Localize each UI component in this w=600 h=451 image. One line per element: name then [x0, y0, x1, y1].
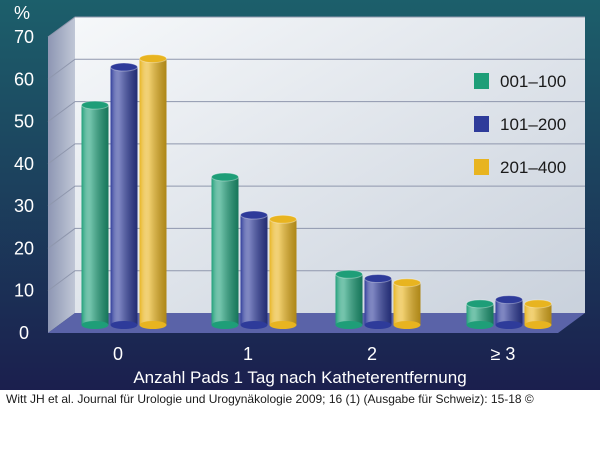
legend-swatch: [474, 73, 489, 89]
bar: [495, 295, 523, 329]
y-axis-label: %: [14, 3, 30, 23]
chart-panel: 0 10 20 30 40 50 60 70 % 0 1 2 ≥ 3 Anzahl Pads 1 T…: [0, 0, 600, 390]
grid-line: [47, 227, 585, 249]
x-tick-label: 2: [367, 344, 377, 364]
y-tick-label: 20: [14, 238, 34, 258]
grid-lines: [47, 16, 585, 292]
y-tick-label: 30: [14, 196, 34, 216]
y-tick-label: 60: [14, 69, 34, 89]
grid-line: [47, 143, 585, 165]
y-tick-label: 0: [19, 323, 29, 343]
bar: [139, 54, 167, 329]
legend: 001–100 101–200 201–400: [474, 72, 566, 177]
x-tick-label: 1: [243, 344, 253, 364]
grid-line: [47, 101, 585, 122]
plot-side-wall: [48, 17, 75, 333]
bars: [81, 54, 552, 329]
plot-floor: [48, 313, 585, 333]
y-tick-label: 50: [14, 112, 34, 132]
x-tick-label: 0: [113, 344, 123, 364]
grid-line: [47, 270, 585, 292]
bar: [240, 210, 268, 329]
legend-label: 201–400: [500, 158, 566, 177]
grid-line: [47, 58, 585, 80]
legend-label: 101–200: [500, 115, 566, 134]
y-tick-label: 10: [14, 281, 34, 301]
bar: [393, 278, 421, 329]
grid-line: [47, 16, 585, 38]
bar: [211, 172, 239, 329]
bar: [364, 273, 392, 329]
bar: [335, 269, 363, 329]
bar: [81, 100, 109, 329]
x-axis-title: Anzahl Pads 1 Tag nach Katheterentfernun…: [133, 368, 466, 387]
y-tick-label: 40: [14, 154, 34, 174]
legend-label: 001–100: [500, 72, 566, 91]
grid-line: [47, 185, 585, 207]
x-tick-label: ≥ 3: [491, 344, 516, 364]
y-tick-label: 70: [14, 27, 34, 47]
source-credit: Witt JH et al. Journal für Urologie und …: [6, 392, 534, 406]
bar: [269, 214, 297, 329]
bar: [524, 299, 552, 329]
bar: [466, 299, 494, 329]
x-axis-ticks: 0 1 2 ≥ 3: [113, 344, 515, 364]
legend-swatch: [474, 116, 489, 132]
bar: [110, 62, 138, 329]
bar-chart: 0 10 20 30 40 50 60 70 % 0 1 2 ≥ 3 Anzahl Pads 1 T…: [0, 0, 600, 390]
y-axis-ticks: 0 10 20 30 40 50 60 70: [14, 27, 34, 343]
legend-swatch: [474, 159, 489, 175]
